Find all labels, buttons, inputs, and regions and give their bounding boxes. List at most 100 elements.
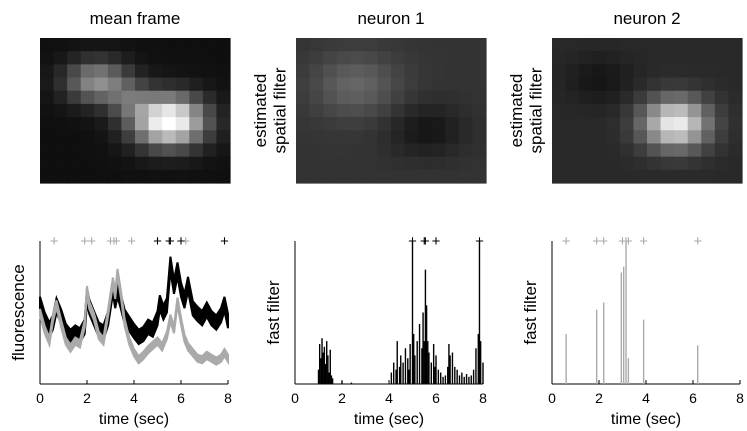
heatmap-cell — [107, 51, 123, 65]
heatmap-cell — [148, 169, 163, 184]
spike-marker: + — [112, 233, 121, 250]
x-tick-label: 2 — [83, 390, 91, 406]
heatmap-cell — [458, 38, 474, 52]
heatmap-cell — [350, 51, 365, 65]
heatmap-cell — [107, 156, 123, 171]
heatmap-cell — [202, 90, 218, 105]
heatmap-cell — [592, 77, 607, 92]
heatmap-cell — [336, 51, 351, 65]
heatmap-cell — [121, 130, 136, 145]
heatmap-cell — [431, 64, 446, 79]
heatmap-cell — [336, 130, 351, 145]
spike-marker: + — [475, 233, 484, 250]
heatmap-cell — [552, 90, 567, 105]
heatmap-cell — [162, 156, 177, 171]
heatmap-cell — [94, 77, 109, 92]
heatmap-cell — [216, 156, 231, 171]
heatmap-cell — [107, 169, 123, 184]
heatmap-cell — [619, 117, 635, 131]
heatmap-cell — [296, 169, 311, 184]
heatmap-cell — [728, 103, 743, 118]
heatmap-cell — [728, 130, 743, 145]
heatmap-cell — [687, 143, 702, 158]
heatmap-cell — [714, 117, 730, 131]
heatmap-cell — [728, 51, 743, 65]
heatmap-cell — [404, 51, 419, 65]
heatmap-cell — [674, 156, 689, 171]
heatmap-cell — [579, 38, 594, 52]
heatmap-cell — [135, 143, 150, 158]
heatmap-cell — [579, 117, 594, 131]
heatmap-cell — [606, 90, 621, 105]
heatmap-cell — [162, 77, 177, 92]
heatmap-cell — [121, 90, 136, 105]
heatmap-cell — [674, 169, 689, 184]
heatmap-cell — [660, 90, 675, 105]
heatmap-cell — [323, 38, 338, 52]
heatmap-cell — [309, 38, 324, 52]
heatmap-cell — [687, 51, 702, 65]
heatmap-cell — [135, 64, 150, 79]
heatmap-cell — [391, 77, 406, 92]
heatmap-cell — [309, 143, 324, 158]
heatmap-cell — [728, 156, 743, 171]
heatmap-cell — [175, 143, 190, 158]
heatmap-cell — [135, 130, 150, 145]
heatmap-cell — [67, 143, 82, 158]
heatmap-cell — [53, 156, 68, 171]
heatmap-cell — [714, 77, 730, 92]
heatmap-cell — [660, 51, 675, 65]
heatmap-cell — [80, 117, 95, 131]
heatmap-cell — [377, 117, 392, 131]
heatmap-cell — [377, 143, 392, 158]
heatmap-cell — [80, 77, 95, 92]
heatmap-cell — [472, 38, 487, 52]
heatmap-cell — [296, 156, 311, 171]
heatmap-cell — [647, 143, 662, 158]
heatmap-cell — [565, 130, 580, 145]
heatmap-cell — [701, 64, 716, 79]
heatmap-cell — [592, 90, 607, 105]
heatmap-cell — [674, 117, 689, 131]
heatmap-cell — [80, 143, 95, 158]
heatmap-cell — [565, 169, 580, 184]
heatmap-cell — [94, 143, 109, 158]
spike-marker: + — [618, 233, 627, 250]
heatmap-cell — [619, 64, 635, 79]
heatmap-cell — [336, 156, 351, 171]
heatmap-cell — [189, 51, 204, 65]
heatmap-cell — [216, 143, 231, 158]
heatmap-cell — [202, 130, 218, 145]
heatmap-cell — [458, 169, 474, 184]
heatmap-cell — [418, 143, 433, 158]
heatmap-cell — [350, 117, 365, 131]
heatmap-cell — [701, 156, 716, 171]
heatmap-cell — [404, 169, 419, 184]
heatmap-cell — [660, 130, 675, 145]
heatmap-cell — [94, 64, 109, 79]
heatmap-cell — [377, 64, 392, 79]
heatmap-cell — [579, 130, 594, 145]
heatmap-cell — [714, 51, 730, 65]
heatmap-cell — [94, 103, 109, 118]
heatmap-cell — [309, 130, 324, 145]
heatmap-cell — [148, 117, 163, 131]
heatmap-cell — [647, 156, 662, 171]
heatmap-cell — [121, 38, 136, 52]
heatmap-cell — [40, 117, 55, 131]
heatmap-cell — [53, 77, 68, 92]
ylabel-line: spatial filter — [271, 67, 290, 153]
heatmap-cell — [363, 103, 379, 118]
heatmap-cell — [162, 51, 177, 65]
heatmap-cell — [687, 156, 702, 171]
heatmap-cell — [714, 38, 730, 52]
heatmap-cell — [336, 38, 351, 52]
heatmap-cell — [472, 169, 487, 184]
heatmap-cell — [472, 130, 487, 145]
heatmap-cell — [565, 64, 580, 79]
heatmap-cell — [431, 156, 446, 171]
heatmap-cell — [323, 143, 338, 158]
heatmap-cell — [445, 51, 460, 65]
